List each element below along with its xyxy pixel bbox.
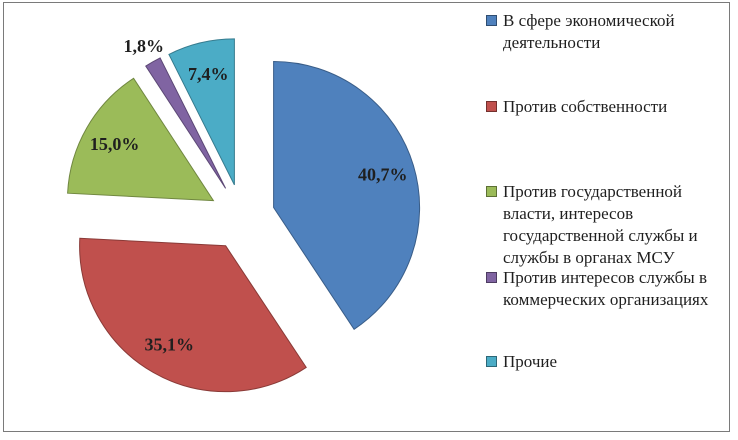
legend-item-3: Против интересов службы в коммерческих о… — [486, 267, 725, 311]
legend: В сфере экономической деятельности Против… — [486, 0, 730, 440]
slice-label-3: 1,8% — [124, 36, 165, 56]
legend-label-1: Против собственности — [503, 97, 668, 116]
pie-slice-0 — [273, 60, 421, 330]
legend-item-2: Против государственной власти, интересов… — [486, 181, 725, 269]
legend-swatch-icon — [486, 101, 497, 112]
pie-slice-4 — [168, 38, 235, 186]
legend-label-3: Против интересов службы в коммерческих о… — [503, 268, 709, 309]
pie-slice-3 — [145, 57, 227, 189]
slice-label-2: 15,0% — [90, 134, 140, 154]
pie-slice-2 — [67, 77, 215, 202]
legend-label-4: Прочие — [503, 352, 558, 371]
pie-slice-1 — [79, 237, 307, 393]
legend-label-0: В сфере экономической деятельности — [503, 11, 675, 52]
slice-label-0: 40,7% — [358, 165, 408, 185]
legend-item-0: В сфере экономической деятельности — [486, 10, 725, 54]
legend-item-4: Прочие — [486, 351, 725, 373]
legend-swatch-icon — [486, 15, 497, 26]
legend-swatch-icon — [486, 356, 497, 367]
legend-swatch-icon — [486, 186, 497, 197]
legend-swatch-icon — [486, 272, 497, 283]
legend-label-2: Против государственной власти, интересов… — [503, 182, 698, 267]
legend-item-1: Против собственности — [486, 96, 725, 118]
slice-label-4: 7,4% — [188, 64, 229, 84]
slice-label-1: 35,1% — [144, 335, 194, 355]
pie-chart: 40,7% 35,1% 15,0% 1,8% 7,4% — [67, 36, 421, 393]
